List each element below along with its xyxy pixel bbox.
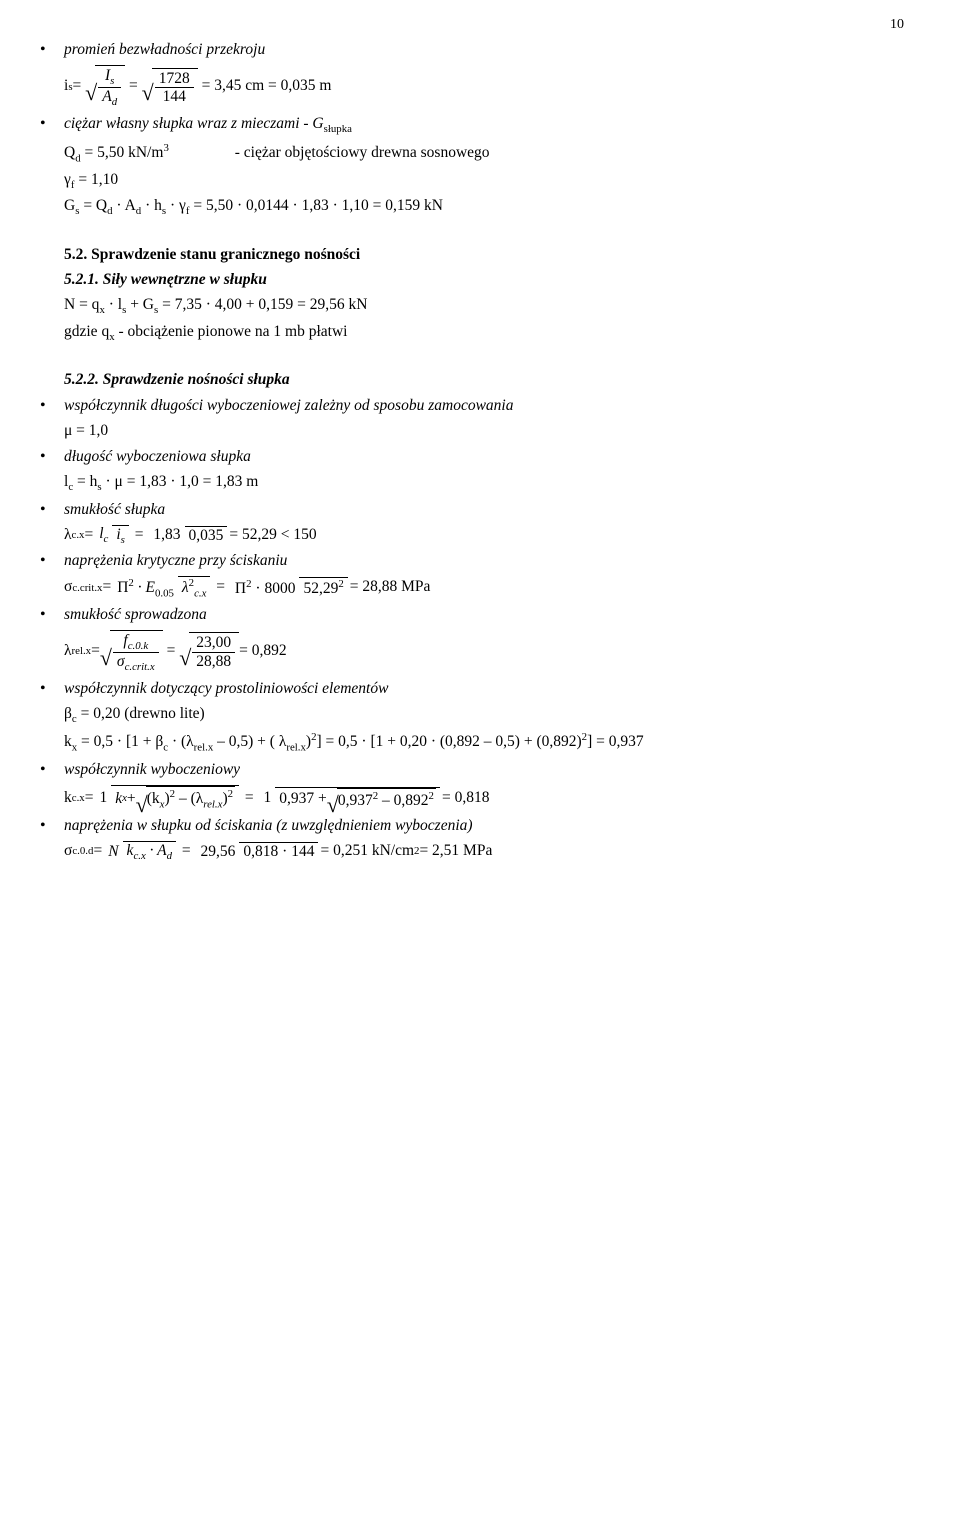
line-gdzie: gdzie qx - obciążenie pionowe na 1 mb pł…	[64, 322, 912, 345]
line-qd: Qd = 5,50 kN/m3 - ciężar objętościowy dr…	[64, 141, 912, 166]
formula-sigma-c0d: σc.0.d = N kc.x · Ad = 29,56 0,818 · 144…	[64, 841, 912, 863]
line-gammaf: γf = 1,10	[64, 170, 912, 193]
heading-5.2.2: 5.2.2. Sprawdzenie nośności słupka	[64, 370, 912, 391]
bullet-compressive-stress: • naprężenia w słupku od ściskania (z uw…	[40, 815, 912, 837]
bullet-mu-factor: • współczynnik długości wyboczeniowej za…	[40, 395, 912, 417]
formula-kcx: kc.x = 1 kx + √ (kx)2 – (λrel.x)2 = 1 0,…	[64, 785, 912, 811]
bullet-lc: • długość wyboczeniowa słupka	[40, 446, 912, 468]
line-n: N = qx · ls + Gs = 7,35 · 4,00 + 0,159 =…	[64, 295, 912, 318]
line-mu: μ = 1,0	[64, 421, 912, 442]
bullet-inertia-radius: • promień bezwładności przekroju	[40, 39, 912, 61]
formula-is: is = √ Is Ad = √ 1728 144 = 3,45 cm = 0,…	[64, 65, 912, 109]
bullet-rel-slenderness: • smukłość sprowadzona	[40, 604, 912, 626]
page-number: 10	[64, 16, 912, 35]
formula-lambda-rel: λrel.x = √ fc.0.k σc.crit.x = √ 23,00 28…	[64, 630, 912, 674]
bullet-text: ciężar własny słupka wraz z mieczami - G…	[64, 114, 352, 137]
bullet-crit-stress: • naprężenia krytyczne przy ściskaniu	[40, 550, 912, 572]
bullet-dot: •	[40, 113, 64, 135]
formula-sigma-crit: σc.crit.x = Π2 · E0.05 λ2c.x = Π2 · 8000…	[64, 576, 912, 600]
line-gs: Gs = Qd · Ad · hs · γf = 5,50 · 0,0144 ·…	[64, 196, 912, 219]
heading-5.2: 5.2. Sprawdzenie stanu granicznego nośno…	[64, 245, 912, 266]
bullet-straightness: • współczynnik dotyczący prostoliniowośc…	[40, 678, 912, 700]
heading-5.2.1: 5.2.1. Siły wewnętrzne w słupku	[64, 270, 912, 291]
bullet-self-weight: • ciężar własny słupka wraz z mieczami -…	[40, 113, 912, 137]
bullet-dot: •	[40, 39, 64, 61]
formula-lambda-cx: λc.x = lc is = 1,83 0,035 = 52,29 < 150	[64, 525, 912, 547]
line-kx: kx = 0,5 · [1 + βc · (λrel.x – 0,5) + ( …	[64, 730, 912, 755]
bullet-buckling-coef: • współczynnik wyboczeniowy	[40, 759, 912, 781]
line-beta-c: βc = 0,20 (drewno lite)	[64, 704, 912, 727]
line-lc: lc = hs · μ = 1,83 · 1,0 = 1,83 m	[64, 472, 912, 495]
bullet-text: promień bezwładności przekroju	[64, 40, 265, 61]
bullet-slenderness: • smukłość słupka	[40, 499, 912, 521]
